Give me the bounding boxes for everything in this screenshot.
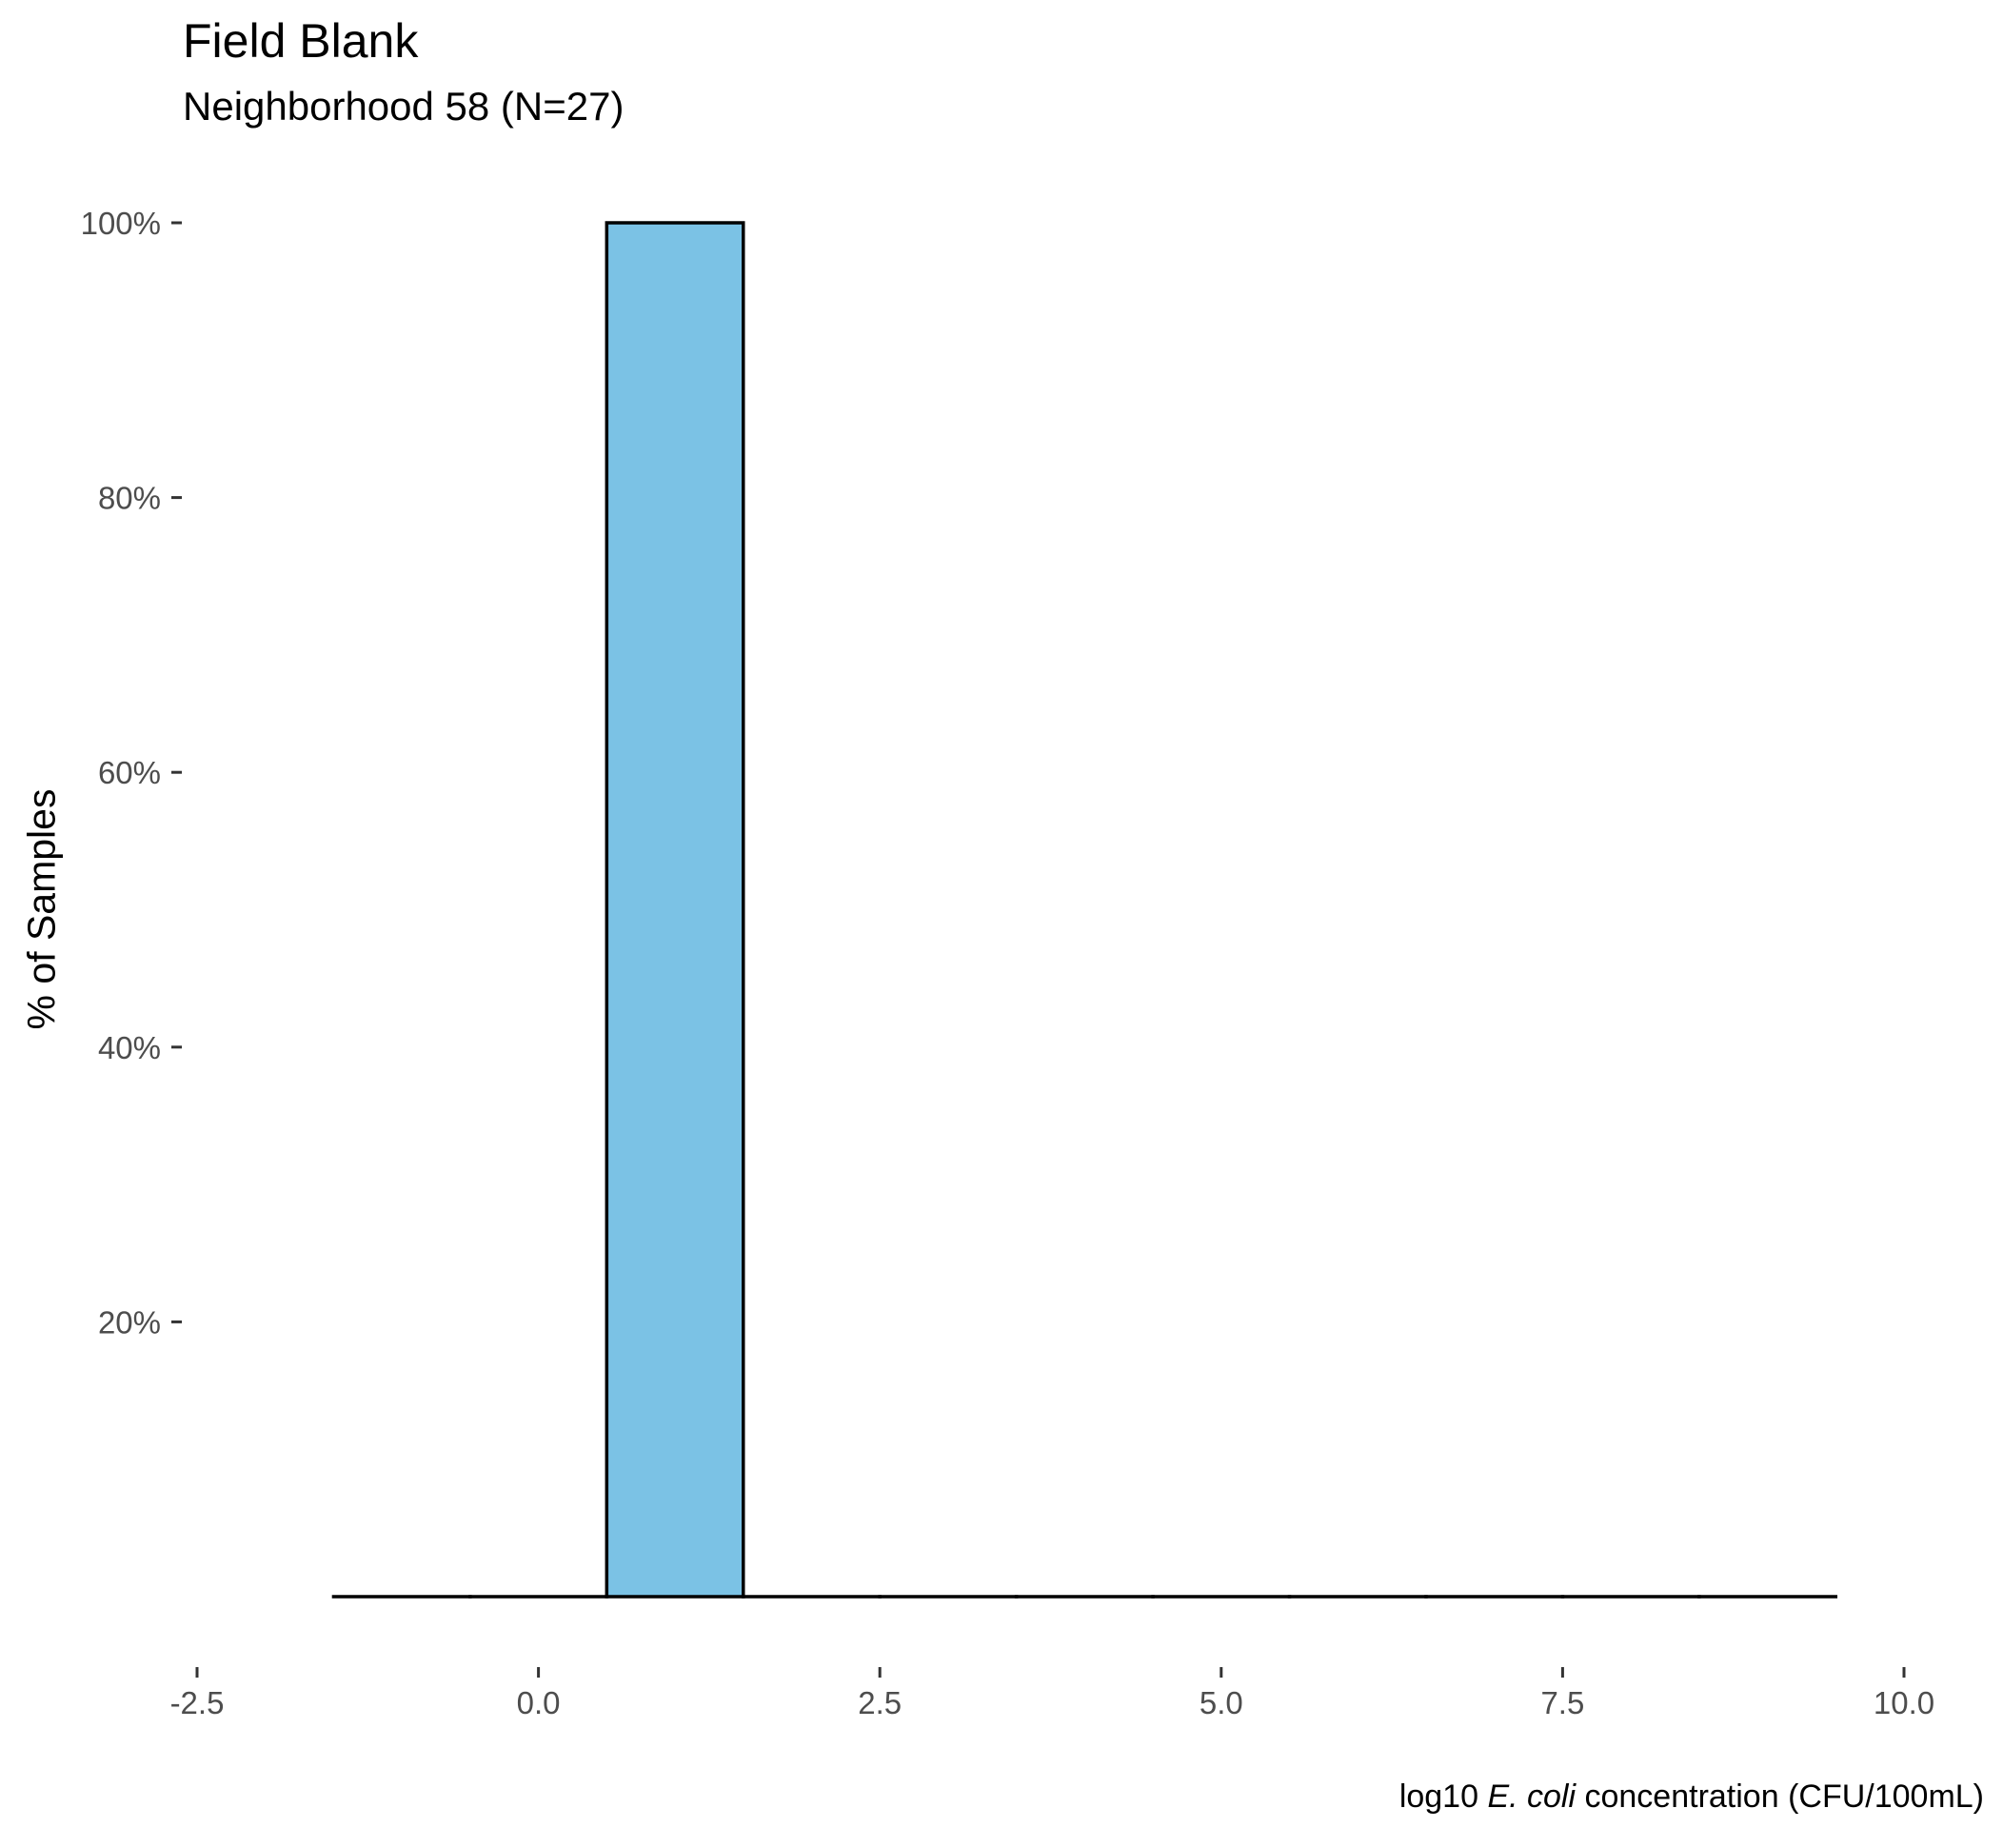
y-tick-label-80: 80%	[98, 481, 161, 516]
y-tick-label-60: 60%	[98, 755, 161, 790]
histogram-bar	[605, 221, 745, 1599]
y-axis: 20% 40% 60% 80% 100%	[81, 206, 182, 1340]
chart-subtitle: Neighborhood 58 (N=27)	[183, 84, 625, 129]
y-tick-label-100: 100%	[81, 206, 161, 241]
histogram-bars	[331, 221, 1838, 1599]
x-axis: -2.5 0.0 2.5 5.0 7.5 10.0	[170, 1667, 1934, 1720]
x-axis-label-organism: E. coli	[1487, 1778, 1577, 1815]
chart-title: Field Blank	[183, 14, 419, 68]
y-axis-label: % of Samples	[19, 788, 64, 1030]
x-axis-label-suffix: concentration (CFU/100mL)	[1576, 1778, 1984, 1815]
x-tick-label-7.5: 7.5	[1540, 1685, 1584, 1720]
x-axis-label: log10 E. coli concentration (CFU/100mL)	[1399, 1778, 1984, 1816]
x-tick-label-0.0: 0.0	[517, 1685, 561, 1720]
x-tick-label-2.5: 2.5	[858, 1685, 902, 1720]
x-tick-label-10.0: 10.0	[1874, 1685, 1934, 1720]
x-tick-label-5.0: 5.0	[1200, 1685, 1243, 1720]
x-tick-label--2.5: -2.5	[170, 1685, 225, 1720]
y-tick-label-20: 20%	[98, 1304, 161, 1340]
y-tick-label-40: 40%	[98, 1030, 161, 1065]
x-axis-label-prefix: log10	[1398, 1778, 1488, 1815]
